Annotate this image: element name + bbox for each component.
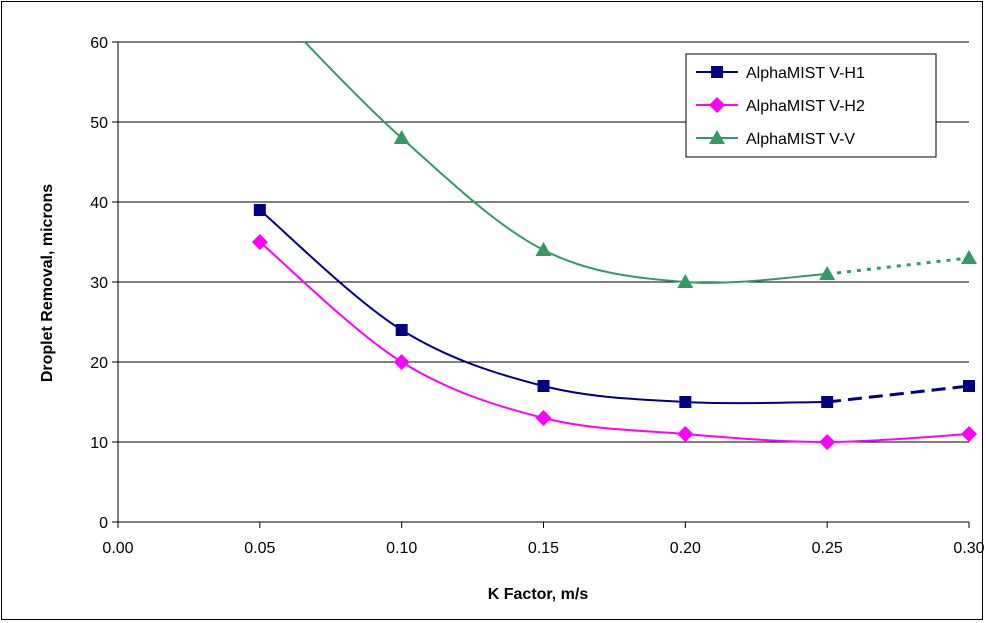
series-layer — [251, 42, 977, 450]
legend-marker — [709, 97, 725, 113]
data-point — [535, 410, 552, 426]
x-tick-label: 0.25 — [812, 540, 843, 557]
y-tick-label: 50 — [90, 115, 108, 132]
legend-entry: AlphaMIST V-H2 — [746, 98, 865, 115]
series-extension-2 — [826, 256, 970, 276]
y-tick-label: 0 — [99, 515, 108, 532]
data-point — [537, 380, 550, 392]
data-point — [253, 204, 266, 216]
data-point — [963, 380, 975, 392]
legend-entry: AlphaMIST V-H1 — [746, 65, 865, 82]
y-tick-label: 20 — [90, 355, 108, 372]
tick-labels: 0 10 20 30 40 50 60 0.00 0.05 0.10 0.15 0.20 0.25 0.3… — [90, 35, 984, 557]
data-point — [393, 354, 410, 370]
data-point — [819, 434, 836, 450]
x-axis-title: K Factor, m/s — [488, 586, 589, 603]
data-point — [821, 396, 834, 408]
data-point — [679, 396, 692, 408]
data-point — [395, 324, 408, 336]
axes — [112, 41, 970, 528]
series-1 — [259, 241, 970, 444]
legend-entry: AlphaMIST V-V — [746, 131, 855, 148]
x-tick-label: 0.10 — [386, 540, 417, 557]
x-tick-label: 0.15 — [528, 540, 559, 557]
series-2 — [303, 42, 970, 284]
data-point — [819, 266, 836, 280]
legend-marker — [709, 130, 725, 144]
legend-marker — [711, 66, 723, 78]
x-tick-label: 0.05 — [244, 540, 275, 557]
data-point — [535, 242, 552, 256]
data-point — [251, 234, 268, 250]
series-0 — [259, 209, 970, 405]
x-tick-label: 0.20 — [670, 540, 701, 557]
data-point — [961, 426, 977, 442]
x-tick-label: 0.00 — [102, 540, 133, 557]
data-point — [677, 426, 694, 442]
x-tick-label: 0.30 — [953, 540, 984, 557]
legend: AlphaMIST V-H1 AlphaMIST V-H2 AlphaMIST V-… — [685, 53, 937, 158]
data-point — [677, 274, 694, 288]
y-tick-label: 40 — [90, 195, 108, 212]
data-point — [961, 250, 977, 264]
y-tick-label: 30 — [90, 275, 108, 292]
series-extension-0 — [826, 384, 970, 404]
series-line-2 — [303, 42, 828, 284]
y-axis-title: Droplet Removal, microns — [39, 184, 56, 382]
y-tick-label: 60 — [90, 35, 108, 52]
series-line-1 — [259, 241, 970, 444]
series-line-0 — [259, 209, 828, 405]
y-tick-label: 10 — [90, 435, 108, 452]
data-point — [393, 130, 410, 144]
